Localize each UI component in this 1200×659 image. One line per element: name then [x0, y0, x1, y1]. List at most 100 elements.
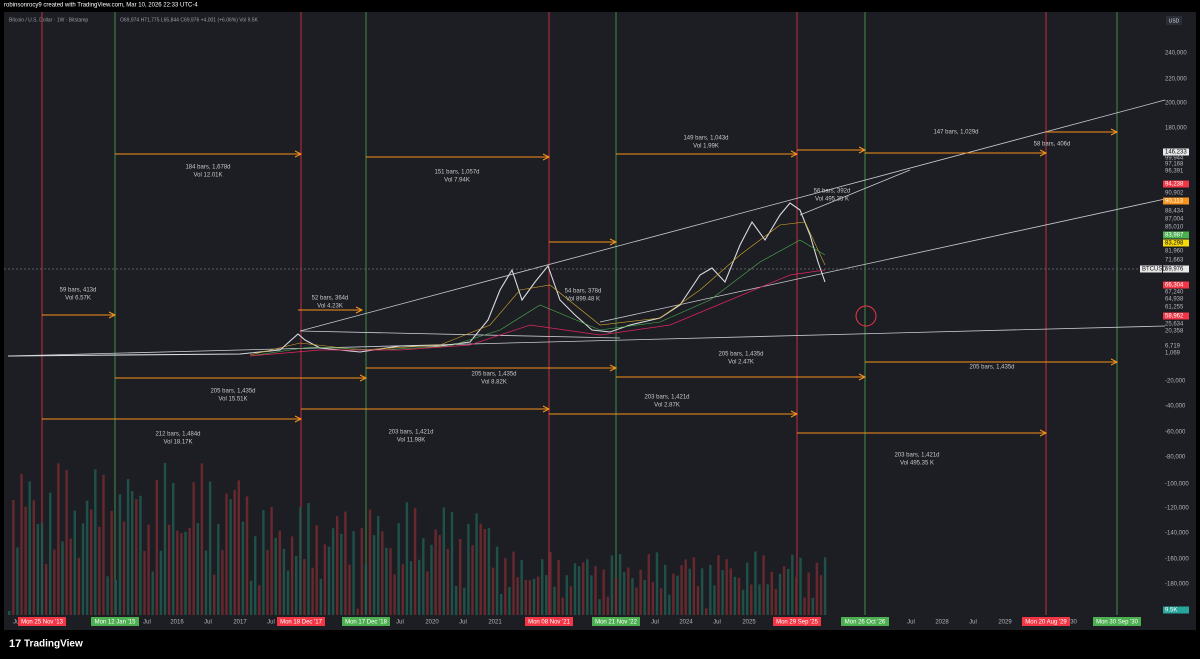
arrow-head — [108, 311, 117, 319]
volume-bar — [659, 588, 663, 615]
volume-bar — [705, 608, 708, 615]
price-label: 96,391 — [1165, 169, 1184, 175]
annotation-text: 59 bars, 413d — [60, 288, 97, 294]
volume-bar — [680, 565, 683, 615]
volume-bar — [262, 510, 265, 615]
arrow-head — [359, 374, 368, 382]
volume-bar — [208, 481, 212, 615]
volume-bar — [442, 507, 445, 615]
volume-bar — [623, 571, 626, 615]
volume-bar — [545, 575, 548, 615]
volume-bar — [241, 521, 245, 615]
annotation-text: 56 bars, 392d — [814, 189, 851, 195]
volume-bar — [553, 586, 556, 615]
price-label: 1,069 — [1165, 351, 1181, 357]
volume-bar — [750, 584, 753, 615]
volume-bar — [446, 548, 450, 615]
price-tag — [1163, 231, 1189, 239]
volume-bar — [381, 531, 384, 615]
volume-bar — [331, 528, 335, 615]
time-label: Jul — [651, 620, 659, 626]
volume-bar — [495, 546, 499, 615]
price-label: 64,938 — [1165, 297, 1184, 303]
candles — [7, 202, 826, 357]
arrow-head — [542, 153, 551, 161]
volume-bar — [204, 550, 208, 615]
price-tag — [1163, 148, 1189, 156]
time-label: Jul — [396, 620, 404, 626]
time-label: Jul — [267, 620, 275, 626]
volume-bar — [618, 554, 622, 615]
volume-bar — [602, 569, 605, 615]
volume-bar — [614, 577, 618, 615]
volume-bar — [782, 566, 786, 615]
volume-bar — [463, 587, 466, 615]
annotation-text: 205 bars, 1,435d — [210, 389, 255, 395]
arrow-head — [609, 364, 618, 372]
time-label: Mon 29 Sep '25 — [776, 620, 819, 626]
volume-bar — [44, 564, 48, 615]
volume-bar — [541, 559, 544, 615]
time-label: Mon 26 Oct '26 — [845, 620, 886, 626]
volume-bar — [81, 523, 85, 615]
volume-bar — [791, 554, 794, 615]
volume-bar — [586, 559, 589, 615]
volume-bar — [73, 510, 76, 615]
volume-bar — [565, 575, 568, 615]
volume-bar — [483, 529, 486, 615]
volume-bar — [819, 575, 823, 615]
arrow-head — [609, 238, 618, 246]
time-label: 2017 — [233, 620, 247, 626]
annotation-text: 205 bars, 1,435d — [718, 352, 763, 358]
volume-bar — [651, 582, 655, 615]
volume-bar — [454, 585, 458, 615]
price-label: 87,004 — [1165, 217, 1184, 223]
price-tag — [1163, 281, 1189, 289]
volume-bar — [770, 571, 773, 615]
volume-bar — [725, 559, 728, 615]
volume-bar — [692, 557, 696, 615]
volume-bar — [766, 584, 769, 615]
volume-bar — [110, 510, 113, 615]
volume-bar — [266, 549, 269, 615]
volume-bar — [315, 525, 318, 615]
volume-bar — [823, 557, 827, 615]
volume-bar — [32, 500, 35, 615]
volume-bar — [102, 474, 105, 615]
volume-bar — [520, 560, 523, 615]
volume-bar — [500, 593, 503, 615]
volume-bar — [676, 575, 679, 615]
annotation-text: 203 bars, 1,421d — [388, 430, 433, 436]
volume-bar — [487, 528, 491, 615]
volume-bar — [12, 500, 15, 615]
date-tag — [1022, 617, 1070, 626]
annotation-text: 203 bars, 1,421d — [894, 453, 939, 459]
annotation-text: 149 bars, 1,043d — [683, 136, 728, 142]
time-label: Mon 08 Nov '21 — [528, 620, 570, 626]
arrow-head — [1039, 149, 1048, 157]
date-tag — [91, 617, 139, 626]
volume-bar — [807, 572, 810, 615]
volume-bar — [762, 555, 765, 615]
price-label: -180,000 — [1165, 582, 1189, 588]
price-series — [7, 202, 826, 357]
price-tag — [1163, 265, 1189, 273]
volume-bar — [508, 587, 511, 615]
volume-bar — [758, 584, 761, 615]
volume-bar — [811, 597, 814, 615]
date-tag — [773, 617, 821, 626]
volume-bar — [647, 554, 650, 615]
time-label: 2021 — [488, 620, 502, 626]
price-label: 200,000 — [1165, 101, 1187, 107]
volume-bar — [787, 568, 790, 615]
volume-bar — [344, 511, 347, 615]
annotation-text: Vol 1.99K — [693, 144, 719, 150]
volume-bar — [467, 523, 470, 615]
volume-bar — [290, 536, 294, 615]
time-label: 2016 — [170, 620, 184, 626]
price-label: 90,902 — [1165, 191, 1184, 197]
measure-arrows — [42, 128, 1119, 437]
annotation-text: Vol 2.47K — [728, 360, 754, 366]
price-labels: 240,000 220,000 200,000 180,000 146,23399,94… — [1140, 51, 1189, 614]
trend-line — [599, 198, 1166, 323]
